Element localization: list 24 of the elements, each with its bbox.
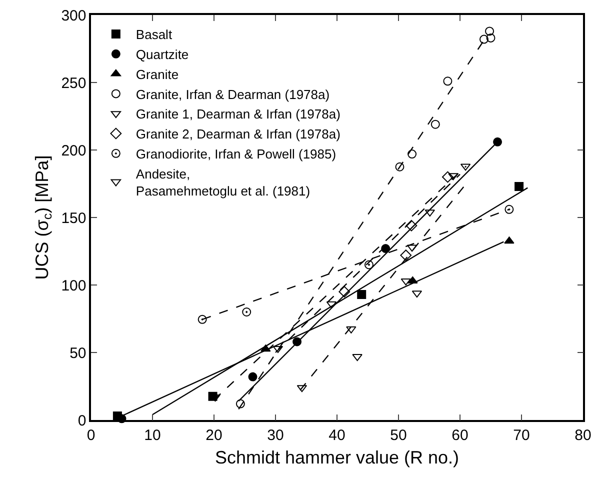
legend-label: Andesite, Pasamehmetoglu et al. (1981): [136, 166, 310, 198]
x-tick-label: 40: [328, 426, 346, 444]
x-tick-label: 20: [206, 426, 222, 444]
legend-label: Granite 1, Dearman & Irfan (1978a): [136, 106, 340, 122]
legend-label: Basalt: [136, 27, 172, 42]
y-tick-label: 300: [61, 7, 86, 24]
legend-label: Granodiorite, Irfan & Powell (1985): [136, 146, 336, 162]
y-tick-label: 50: [70, 344, 86, 362]
x-tick-label: 50: [390, 426, 407, 444]
x-tick-label: 10: [144, 426, 161, 444]
x-axis-title: Schmidt hammer value (R no.): [214, 447, 460, 468]
y-tick-label: 200: [61, 142, 86, 160]
legend-label: Granite, Irfan & Dearman (1978a): [136, 86, 330, 102]
y-tick-label: 250: [61, 74, 86, 92]
y-tick-label: 150: [61, 210, 86, 227]
legend-label: Granite: [136, 66, 179, 82]
x-tick-label: 30: [267, 426, 284, 444]
y-tick-label: 100: [61, 277, 86, 294]
legend-label: Quartzite: [136, 46, 189, 62]
legend-label: Granite 2, Dearman & Irfan (1978a): [136, 126, 340, 142]
y-tick-label: 0: [78, 412, 86, 430]
x-tick-label: 60: [452, 426, 468, 444]
x-tick-label: 70: [513, 426, 530, 444]
x-tick-label: 80: [574, 426, 592, 444]
